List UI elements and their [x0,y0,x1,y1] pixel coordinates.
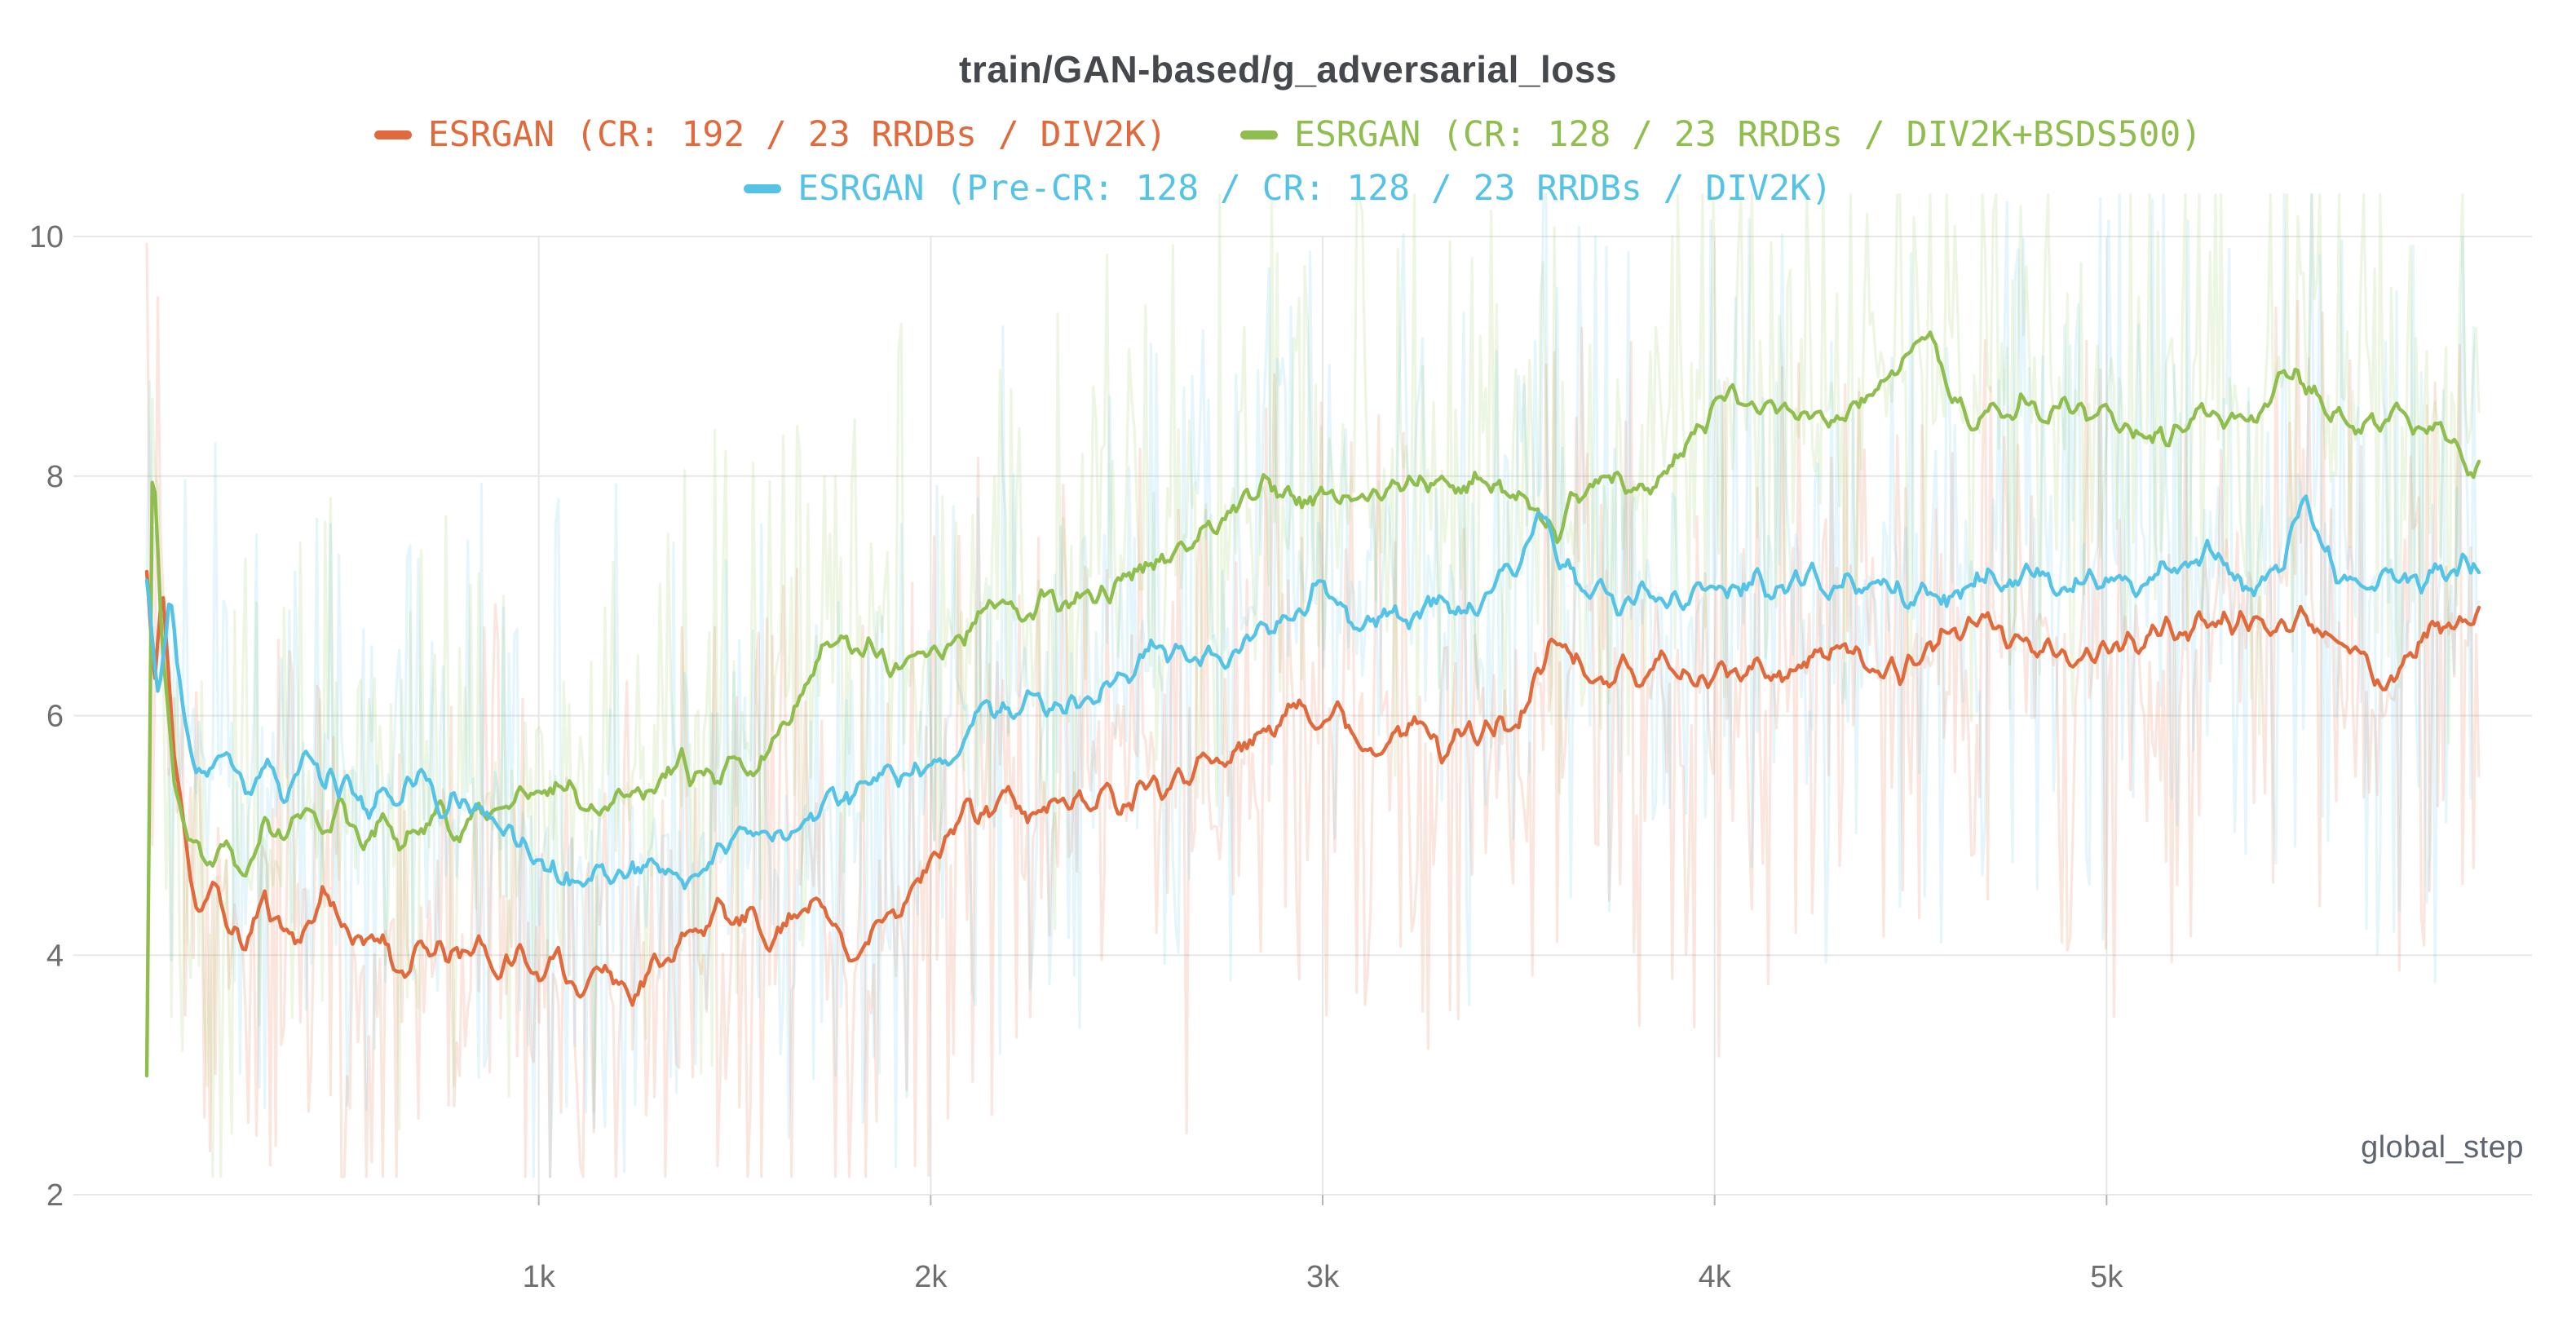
x-tick-label-4k: 4k [1699,1260,1732,1294]
raw-line-series-1 [145,193,2481,1178]
legend-item-esrgan-cr192[interactable]: ESRGAN (CR: 192 / 23 RRDBs / DIV2K) [373,114,1167,155]
smoothed-line-series-1 [144,330,2481,1078]
y-tick-label-10: 10 [29,220,64,254]
smoothed-line-series-0 [144,569,2481,1007]
legend-label: ESRGAN (Pre-CR: 128 / CR: 128 / 23 RRDBs… [798,168,1832,209]
chart-title: train/GAN-based/g_adversarial_loss [959,48,1617,91]
x-tick-label-2k: 2k [914,1260,948,1294]
y-tick-label-8: 8 [46,460,64,494]
y-tick-label-2: 2 [46,1178,64,1213]
legend-swatch-orange [373,130,412,139]
x-tick-label-3k: 3k [1306,1260,1340,1294]
x-axis-label: global_step [2361,1130,2524,1165]
raw-line-series-2 [145,193,2481,1178]
legend-item-esrgan-cr128-bsds[interactable]: ESRGAN (CR: 128 / 23 RRDBs / DIV2K+BSDS5… [1239,114,2203,155]
legend-row-2: ESRGAN (Pre-CR: 128 / CR: 128 / 23 RRDBs… [744,168,1832,209]
legend-row-1: ESRGAN (CR: 192 / 23 RRDBs / DIV2K) ESRG… [373,114,2203,155]
legend-swatch-green [1239,130,1278,139]
x-tick-label-1k: 1k [523,1260,556,1294]
smoothed-line-series-2 [144,494,2481,891]
legend-label: ESRGAN (CR: 192 / 23 RRDBs / DIV2K) [427,114,1167,155]
legend-label: ESRGAN (CR: 128 / 23 RRDBs / DIV2K+BSDS5… [1293,114,2203,155]
y-tick-label-4: 4 [46,939,64,973]
legend-item-esrgan-precr128[interactable]: ESRGAN (Pre-CR: 128 / CR: 128 / 23 RRDBs… [744,168,1832,209]
legend: ESRGAN (CR: 192 / 23 RRDBs / DIV2K) ESRG… [0,114,2576,209]
x-tick-label-5k: 5k [2090,1260,2123,1294]
legend-swatch-cyan [744,183,782,193]
y-tick-label-6: 6 [46,700,64,734]
